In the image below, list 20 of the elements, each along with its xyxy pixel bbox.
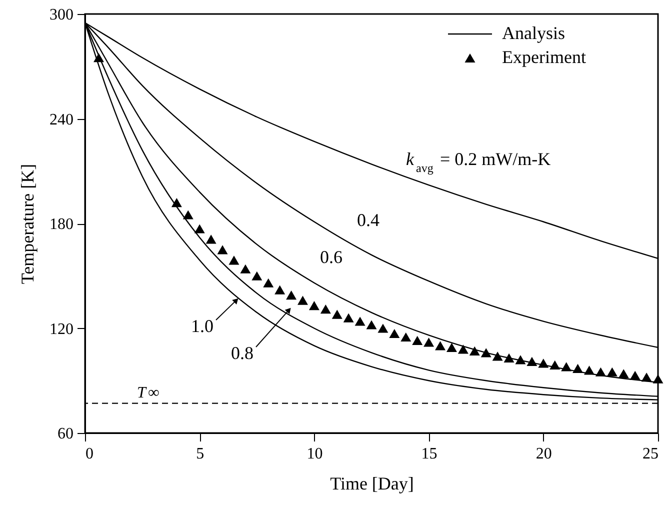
- y-axis-title: Temperature [K]: [18, 164, 38, 284]
- x-tick-label: 25: [642, 446, 658, 462]
- x-tick-label: 0: [86, 446, 94, 462]
- legend-label: Experiment: [502, 47, 586, 67]
- annotation: 0.6: [320, 247, 342, 267]
- y-tick-label: 180: [50, 216, 74, 233]
- x-tick-label: 5: [196, 446, 204, 462]
- ref-line-label: T∞: [137, 384, 160, 402]
- annotation: 1.0: [191, 316, 214, 336]
- y-tick-label: 120: [50, 320, 74, 338]
- x-tick-label: 20: [536, 446, 552, 462]
- annotation: 0.4: [357, 210, 380, 230]
- annotation: 0.8: [231, 343, 254, 363]
- legend-label: Analysis: [502, 23, 565, 43]
- x-axis-title: Time [Day]: [330, 474, 414, 494]
- y-tick-label: 240: [50, 111, 74, 128]
- x-tick-label: 15: [421, 446, 438, 462]
- y-tick-label: 60: [58, 426, 74, 442]
- x-tick-label: 10: [306, 446, 323, 462]
- y-tick-label: 300: [50, 6, 74, 24]
